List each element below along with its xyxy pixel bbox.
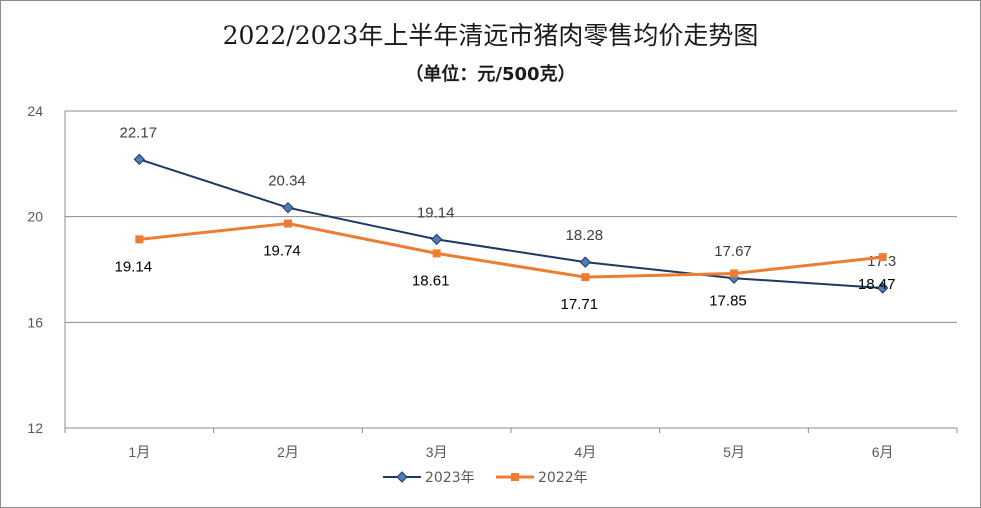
chart-title: 2022/2023年上半年清远市猪肉零售均价走势图 [222, 21, 759, 50]
series-1-point-3 [581, 273, 590, 282]
series-1-point-4 [730, 269, 738, 278]
y-tick-label-3: 24 [27, 103, 43, 119]
series-line-1 [139, 222, 883, 279]
series-1-data-label-4: 17.85 [709, 292, 747, 309]
y-tick-label-2: 20 [27, 209, 43, 225]
x-tick-label-1: 2月 [277, 444, 299, 460]
legend-label-1: 2022年 [538, 470, 588, 486]
x-tick-label-0: 1月 [128, 444, 150, 460]
series-0-point-1 [282, 201, 294, 214]
series-0-point-0 [133, 153, 146, 166]
series-1-point-2 [432, 249, 441, 258]
series-line-0 [139, 158, 883, 289]
series-1-data-label-0: 19.14 [115, 258, 153, 275]
series-1-data-label-1: 19.74 [263, 243, 301, 260]
x-tick-label-2: 3月 [426, 444, 448, 460]
series-1-point-5 [878, 253, 887, 262]
legend-marker-1 [511, 473, 519, 481]
series-0-data-label-2: 19.14 [417, 204, 455, 221]
chart-subtitle: （单位：元/500克） [405, 64, 576, 85]
series-0-data-label-0: 22.17 [120, 124, 158, 141]
x-tick-label-5: 6月 [872, 444, 894, 460]
series-1-point-1 [284, 219, 292, 228]
series-0-data-label-1: 20.34 [268, 173, 306, 190]
series-0-point-3 [579, 256, 592, 268]
y-tick-label-0: 12 [27, 420, 43, 436]
series-1-data-label-5: 18.47 [858, 276, 896, 293]
y-tick-label-1: 16 [27, 314, 43, 330]
series-0-data-label-3: 18.28 [566, 227, 604, 244]
series-1-data-label-3: 17.71 [561, 296, 599, 313]
x-tick-label-3: 4月 [574, 444, 596, 460]
series-0-point-2 [430, 233, 443, 246]
series-0-point-5 [876, 282, 889, 294]
series-1-point-0 [135, 235, 144, 244]
legend-label-0: 2023年 [425, 470, 475, 486]
series-1-data-label-2: 18.61 [412, 272, 450, 289]
series-0-data-label-4: 17.67 [714, 243, 752, 260]
x-tick-label-4: 5月 [723, 444, 745, 460]
legend-marker-0 [396, 471, 408, 483]
